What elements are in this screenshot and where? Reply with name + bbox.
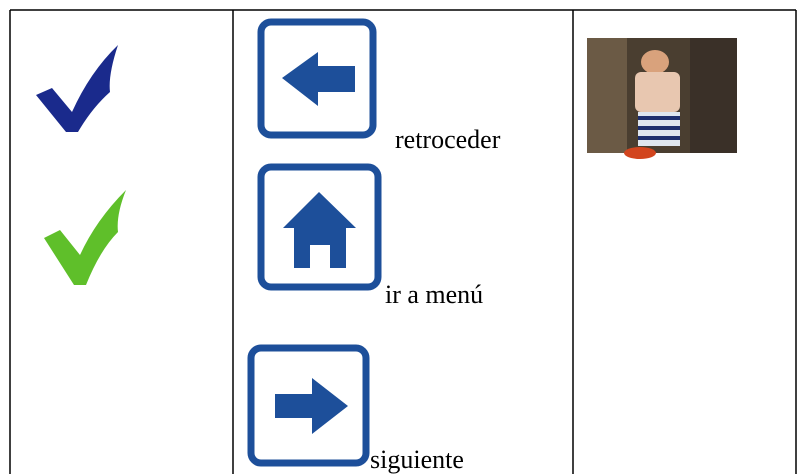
left-arrow (282, 52, 355, 106)
green-check-icon (44, 190, 126, 285)
photo-figure (635, 72, 680, 112)
back-label: retroceder (395, 125, 501, 154)
back-button[interactable] (257, 18, 377, 139)
photo-area (587, 38, 627, 153)
right-arrow (275, 378, 348, 434)
photo-area (690, 38, 737, 153)
blue-check-icon (36, 45, 118, 132)
next-button[interactable] (247, 344, 370, 467)
menu-label: ir a menú (385, 280, 483, 309)
home-button[interactable] (257, 163, 382, 291)
next-label: siguiente (370, 445, 464, 474)
photo-object (624, 147, 656, 159)
table-border (9, 9, 797, 474)
home-icon (283, 192, 356, 268)
photo (587, 38, 737, 159)
photo-stripes (638, 116, 680, 140)
photo-figure (641, 50, 669, 74)
